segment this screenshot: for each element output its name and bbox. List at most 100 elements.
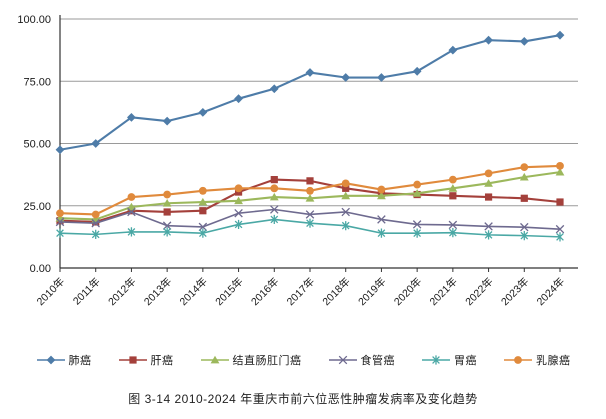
legend-label: 食管癌 (360, 355, 395, 367)
marker-triangle (555, 167, 565, 176)
legend-label: 结直肠肛门癌 (232, 355, 302, 367)
marker-star (520, 231, 529, 241)
marker-x (162, 221, 172, 230)
legend-marker-star-icon (422, 355, 450, 365)
series-line-肺癌 (59, 34, 561, 151)
x-tick-label: 2018年 (320, 275, 353, 308)
marker-circle (556, 162, 564, 170)
marker-x (555, 224, 565, 234)
marker-circle (198, 186, 207, 195)
marker-x (234, 208, 243, 218)
marker-diamond (55, 145, 65, 155)
marker-circle (56, 209, 64, 218)
x-tick-label: 2013年 (141, 275, 174, 308)
marker-star (341, 221, 350, 231)
marker-square (484, 193, 493, 201)
marker-star (448, 228, 457, 238)
marker-circle (514, 356, 522, 364)
marker-x (198, 222, 208, 232)
marker-triangle (127, 202, 136, 211)
marker-x (127, 207, 136, 217)
legend-label: 肺癌 (68, 355, 92, 367)
legend-item-肺癌: 肺癌 (36, 352, 92, 368)
marker-x (520, 222, 529, 232)
marker-circle (234, 184, 243, 193)
marker-star (484, 230, 493, 240)
x-tick-label: 2022年 (463, 275, 496, 308)
marker-star (377, 228, 386, 238)
marker-star (198, 228, 207, 238)
marker-circle (127, 193, 136, 201)
marker-triangle (377, 191, 386, 200)
marker-diamond (269, 84, 279, 94)
marker-x (341, 207, 350, 217)
x-tick-label: 2021年 (427, 275, 460, 308)
marker-circle (413, 180, 422, 189)
x-tick-label: 2016年 (248, 275, 281, 308)
marker-diamond (412, 66, 422, 76)
marker-diamond (448, 45, 458, 55)
marker-star (306, 218, 314, 228)
legend-marker-circle-icon (504, 356, 532, 364)
marker-triangle (412, 189, 422, 197)
marker-diamond (198, 107, 208, 117)
marker-x (270, 205, 279, 214)
marker-triangle (162, 199, 172, 207)
marker-star (556, 232, 564, 242)
marker-circle (306, 186, 314, 195)
marker-circle (520, 163, 529, 172)
marker-triangle (198, 197, 208, 206)
marker-circle (377, 185, 386, 194)
marker-x (338, 355, 347, 365)
figure-caption: 图 3-14 2010-2024 年重庆市前六位恶性肿瘤发病率及变化趋势 (128, 392, 478, 406)
marker-star (163, 227, 172, 237)
x-tick-label: 2017年 (284, 275, 317, 308)
marker-star (234, 219, 243, 230)
marker-circle (270, 184, 279, 193)
marker-triangle (210, 355, 219, 364)
marker-x (91, 218, 100, 228)
marker-star (413, 228, 422, 238)
marker-circle (341, 179, 350, 188)
legend-marker-triangle-icon (200, 355, 229, 364)
marker-x (412, 220, 422, 229)
marker-circle (484, 169, 493, 178)
x-tick-label: 2010年 (34, 275, 67, 308)
marker-triangle (519, 172, 529, 181)
marker-star (270, 214, 279, 225)
x-tick-label: 2012年 (105, 275, 138, 308)
marker-star (91, 229, 100, 239)
y-tick-label: 50.00 (23, 139, 51, 151)
x-tick-label: 2019年 (355, 275, 388, 308)
x-tick-label: 2024年 (534, 275, 567, 308)
marker-diamond (484, 35, 493, 45)
legend-marker-x-icon (328, 355, 357, 365)
marker-square (556, 198, 564, 206)
y-tick-label: 0.00 (30, 263, 51, 275)
marker-x (484, 222, 493, 231)
x-tick-label: 2011年 (70, 275, 103, 308)
chart-svg: 0.00 25.00 50.00 75.00 100.00 2010年 2011年 2012年… (17, 14, 578, 308)
marker-diamond (555, 30, 565, 40)
marker-diamond (341, 73, 351, 82)
marker-square (342, 184, 350, 192)
marker-circle (91, 210, 100, 219)
legend-item-食管癌: 食管癌 (328, 352, 396, 368)
marker-diamond (162, 116, 172, 126)
legend-marker-diamond-icon (36, 355, 65, 365)
marker-circle (163, 190, 172, 199)
marker-diamond (127, 112, 136, 122)
legend-label: 肝癌 (150, 355, 174, 367)
marker-triangle (305, 194, 315, 202)
legend-item-肝癌: 肝癌 (118, 352, 174, 368)
chart-area: 0.00 25.00 50.00 75.00 100.00 2010年 2011年 2012年… (17, 14, 578, 308)
marker-triangle (341, 191, 351, 200)
marker-diamond (234, 94, 243, 104)
legend-item-结直肠肛门癌: 结直肠肛门癌 (200, 352, 302, 368)
marker-triangle (269, 192, 279, 201)
marker-circle (448, 175, 457, 184)
marker-square (163, 208, 171, 216)
marker-star (56, 228, 64, 238)
y-tick-label: 25.00 (23, 201, 51, 213)
marker-square (449, 192, 457, 200)
